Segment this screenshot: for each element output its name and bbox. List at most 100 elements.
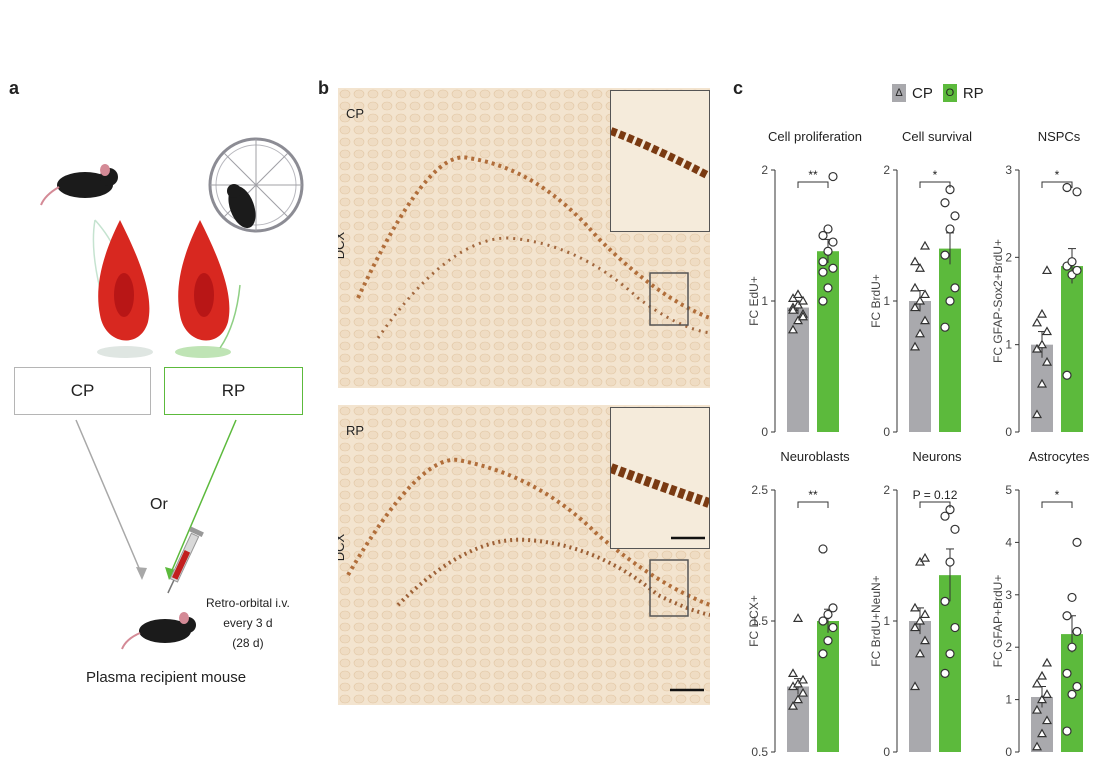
- data-point-rp: [823, 609, 833, 620]
- data-point-cp: [919, 552, 931, 562]
- data-point-rp: [818, 616, 828, 626]
- data-point-rp: [828, 171, 838, 182]
- injection-schedule: Retro-orbital i.v. every 3 d (28 d): [206, 593, 290, 653]
- data-point-cp: [787, 668, 799, 677]
- chart-title: NSPCs: [1038, 129, 1081, 144]
- data-point-cp: [1036, 308, 1048, 318]
- data-point-rp: [950, 283, 960, 293]
- panel-a-letter: a: [9, 78, 20, 98]
- significance-label: *: [1055, 488, 1060, 502]
- data-point-rp: [818, 544, 828, 554]
- running-wheel-icon: [208, 137, 304, 233]
- chart-4: Neuroblasts FC DCX+ 0.5 1.5 2.5 **: [747, 449, 850, 759]
- y-tick-label: 0: [1005, 745, 1012, 759]
- legend-rp-swatch: O: [942, 84, 957, 102]
- micrograph-rp-inset: [610, 407, 710, 549]
- data-point-rp: [950, 524, 960, 534]
- data-point-rp: [1072, 681, 1082, 692]
- chart-1: Cell proliferation FC EdU+ 0 1 2 **: [747, 129, 862, 439]
- data-point-rp: [1072, 265, 1082, 276]
- panel-c-letter: c: [733, 78, 744, 98]
- bar-cp: [909, 301, 931, 432]
- y-tick-label: 1: [1005, 693, 1012, 707]
- y-tick-label: 1: [1005, 338, 1012, 352]
- data-point-rp: [823, 283, 833, 293]
- data-point-rp: [1072, 537, 1082, 548]
- significance-label: **: [808, 168, 818, 182]
- rp-box-label: RP: [221, 381, 246, 400]
- data-point-cp: [914, 328, 926, 338]
- data-point-cp: [797, 311, 809, 321]
- data-point-rp: [823, 636, 833, 646]
- control-mouse-icon: [40, 164, 118, 206]
- micrograph-rp-stain: DCX: [338, 533, 348, 562]
- significance-bracket: [919, 501, 951, 508]
- bar-rp: [939, 248, 961, 432]
- data-point-rp: [1067, 257, 1077, 267]
- injection-line-3: (28 d): [232, 636, 264, 650]
- y-tick-label: 2: [1005, 250, 1012, 264]
- data-point-rp: [945, 557, 955, 567]
- data-point-rp: [1062, 182, 1072, 193]
- data-point-rp: [945, 649, 955, 659]
- data-point-rp: [818, 267, 828, 277]
- y-tick-label: 4: [1005, 535, 1012, 549]
- data-point-cp: [787, 304, 799, 314]
- y-tick-label: 1: [883, 614, 890, 628]
- significance-label: *: [1055, 168, 1060, 182]
- cp-box-label: CP: [70, 381, 95, 400]
- legend-rp-label: RP: [962, 84, 984, 102]
- significance-label: *: [933, 168, 938, 182]
- bar-rp: [817, 251, 839, 432]
- y-tick-label: 3: [1005, 163, 1012, 177]
- data-point-cp: [797, 687, 809, 697]
- chart-2: Cell survival FC BrdU+ 0 1 2 *: [869, 129, 972, 439]
- chart-5: Neurons FC BrdU+NeuN+ 0 1 2 P = 0.12: [869, 449, 962, 759]
- y-tick-label: 0.5: [751, 745, 768, 759]
- data-point-cp: [1041, 356, 1053, 366]
- data-point-rp: [828, 622, 838, 633]
- data-point-rp: [1062, 370, 1072, 380]
- data-point-cp: [1036, 670, 1048, 680]
- legend-cp-swatch: Δ: [892, 84, 906, 102]
- data-point-cp: [909, 282, 921, 292]
- data-point-rp: [818, 649, 828, 659]
- data-point-cp: [1031, 317, 1043, 327]
- significance-label: P = 0.12: [913, 488, 958, 502]
- panel-a-illustration: [40, 137, 304, 650]
- micrograph-rp-condition: RP: [346, 423, 365, 438]
- data-point-cp: [787, 324, 799, 334]
- data-point-rp: [1072, 626, 1082, 637]
- data-point-cp: [792, 289, 804, 299]
- data-point-cp: [792, 694, 804, 704]
- chart-ylabel: FC GFAP+BrdU+: [991, 575, 1005, 668]
- data-point-cp: [787, 700, 799, 710]
- panel-b-letter: b: [318, 78, 329, 98]
- y-tick-label: 5: [1005, 483, 1012, 497]
- data-point-cp: [1036, 339, 1048, 349]
- data-point-cp: [792, 613, 804, 622]
- data-point-rp: [940, 250, 950, 260]
- data-point-rp: [1067, 592, 1077, 603]
- significance-bracket: [797, 181, 829, 188]
- significance-bracket: [919, 181, 951, 188]
- chart-title: Astrocytes: [1029, 449, 1090, 464]
- micrograph-cp: CP DCX: [338, 88, 710, 388]
- data-point-cp: [1031, 343, 1043, 353]
- y-tick-label: 2: [883, 163, 890, 177]
- y-tick-label: 2: [761, 163, 768, 177]
- chart-title: Neurons: [912, 449, 962, 464]
- y-tick-label: 2: [1005, 640, 1012, 654]
- data-point-rp: [828, 603, 838, 613]
- significance-bracket: [1041, 501, 1073, 508]
- data-point-rp: [828, 263, 838, 273]
- data-point-rp: [950, 211, 960, 221]
- data-point-cp: [1031, 409, 1043, 419]
- rp-blood-drop-icon: [175, 220, 241, 358]
- micrograph-rp: RP DCX: [338, 405, 710, 705]
- recipient-mouse-icon: [121, 612, 196, 650]
- legend-cp-label: CP: [912, 84, 933, 102]
- data-point-cp: [1041, 689, 1053, 698]
- rp-box: RP: [164, 367, 303, 415]
